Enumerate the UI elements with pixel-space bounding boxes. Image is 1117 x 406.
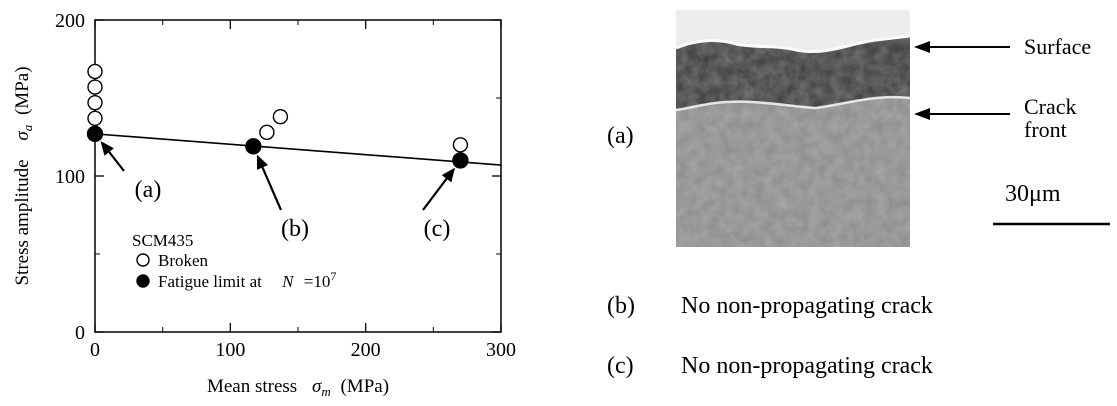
x-tick-label-200: 200 — [351, 339, 381, 361]
x-tick-label-0: 0 — [90, 339, 100, 361]
x-axis-symbol: σ — [312, 376, 322, 397]
legend-n-symbol: N — [281, 272, 295, 291]
fatigue-limit-line — [94, 133, 502, 166]
fracture-micrograph — [676, 10, 910, 247]
surface-label: Surface — [1024, 34, 1092, 59]
y-axis-unit: (MPa) — [12, 66, 33, 115]
annotation-arrow-1 — [259, 163, 283, 211]
y-tick-label-0: 0 — [75, 322, 85, 344]
crack-front-edge — [676, 95, 910, 112]
broken-point-2 — [87, 79, 103, 95]
micrograph-panel-label: (a) — [607, 123, 634, 149]
broken-point-0 — [87, 110, 103, 126]
y-axis-symbol: σ — [12, 131, 33, 141]
y-axis-label: Stress amplitude σa (MPa) — [12, 66, 37, 285]
tick-labels: 0 100 200 300 0 100 200 (a) (b) (c) — [55, 10, 516, 361]
y-tick-label-200: 200 — [55, 10, 85, 32]
annotation-label-2: (c) — [424, 216, 451, 242]
annotation-arrowhead-1 — [256, 154, 269, 170]
crack-front-arrowhead — [914, 108, 930, 120]
x-tick-label-300: 300 — [486, 339, 516, 361]
broken-point-3 — [87, 63, 103, 80]
legend-broken-label: Broken — [158, 251, 209, 270]
y-axis-label-text: Stress amplitude — [12, 159, 33, 285]
annotation-arrow-0 — [105, 148, 125, 172]
lower-fracture-texture — [676, 97, 910, 247]
legend-n-value: =10 — [304, 272, 331, 291]
annotation-label-1: (b) — [281, 216, 309, 242]
annotation-arrowhead-0 — [100, 140, 114, 156]
surface-edge — [676, 34, 910, 54]
fatigue-chart: 0 100 200 300 0 100 200 (a) (b) (c) Mean stress σ… — [12, 10, 516, 401]
broken-point-4 — [259, 124, 275, 141]
x-axis-subscript: m — [321, 384, 330, 399]
caption-c-label: (c) — [607, 353, 634, 379]
crack-front-label-1: Crack — [1024, 94, 1077, 119]
caption-b-label: (b) — [607, 293, 635, 319]
annotation-arrowhead-2 — [441, 167, 455, 183]
y-axis-subscript: a — [20, 124, 35, 131]
legend-fatigue-marker — [136, 274, 150, 288]
legend-fatigue-label: Fatigue limit at N =107 — [158, 269, 336, 291]
x-axis-label: Mean stress σm (MPa) — [207, 376, 389, 401]
caption-b-text: No non-propagating crack — [681, 293, 933, 319]
crack-front-label-2: front — [1024, 117, 1067, 142]
legend: SCM435 Broken Fatigue limit at N =107 — [132, 231, 336, 291]
y-tick-label-100: 100 — [55, 166, 85, 188]
legend-fatigue-text: Fatigue limit at — [158, 272, 262, 291]
legend-broken-marker — [136, 253, 150, 267]
data-marks — [86, 63, 502, 211]
fatigue-limit-point-1 — [245, 138, 262, 155]
x-axis-unit: (MPa) — [340, 376, 389, 397]
annotation-arrow-2 — [422, 174, 450, 211]
legend-n-exponent: 7 — [330, 269, 336, 283]
scale-bar-label: 30μm — [1005, 181, 1061, 207]
broken-point-1 — [87, 94, 103, 111]
broken-point-5 — [272, 109, 289, 125]
fatigue-limit-point-0 — [86, 125, 104, 143]
surface-arrowhead — [914, 41, 930, 53]
axis-ticks — [94, 19, 502, 333]
caption-c-text: No non-propagating crack — [681, 353, 933, 379]
x-tick-label-100: 100 — [215, 339, 245, 361]
fatigue-limit-point-2 — [452, 152, 469, 169]
broken-point-6 — [452, 137, 469, 153]
upper-fracture-texture — [676, 36, 910, 110]
legend-material: SCM435 — [132, 231, 193, 250]
annotation-label-0: (a) — [135, 177, 162, 203]
x-axis-label-text: Mean stress — [207, 376, 297, 397]
